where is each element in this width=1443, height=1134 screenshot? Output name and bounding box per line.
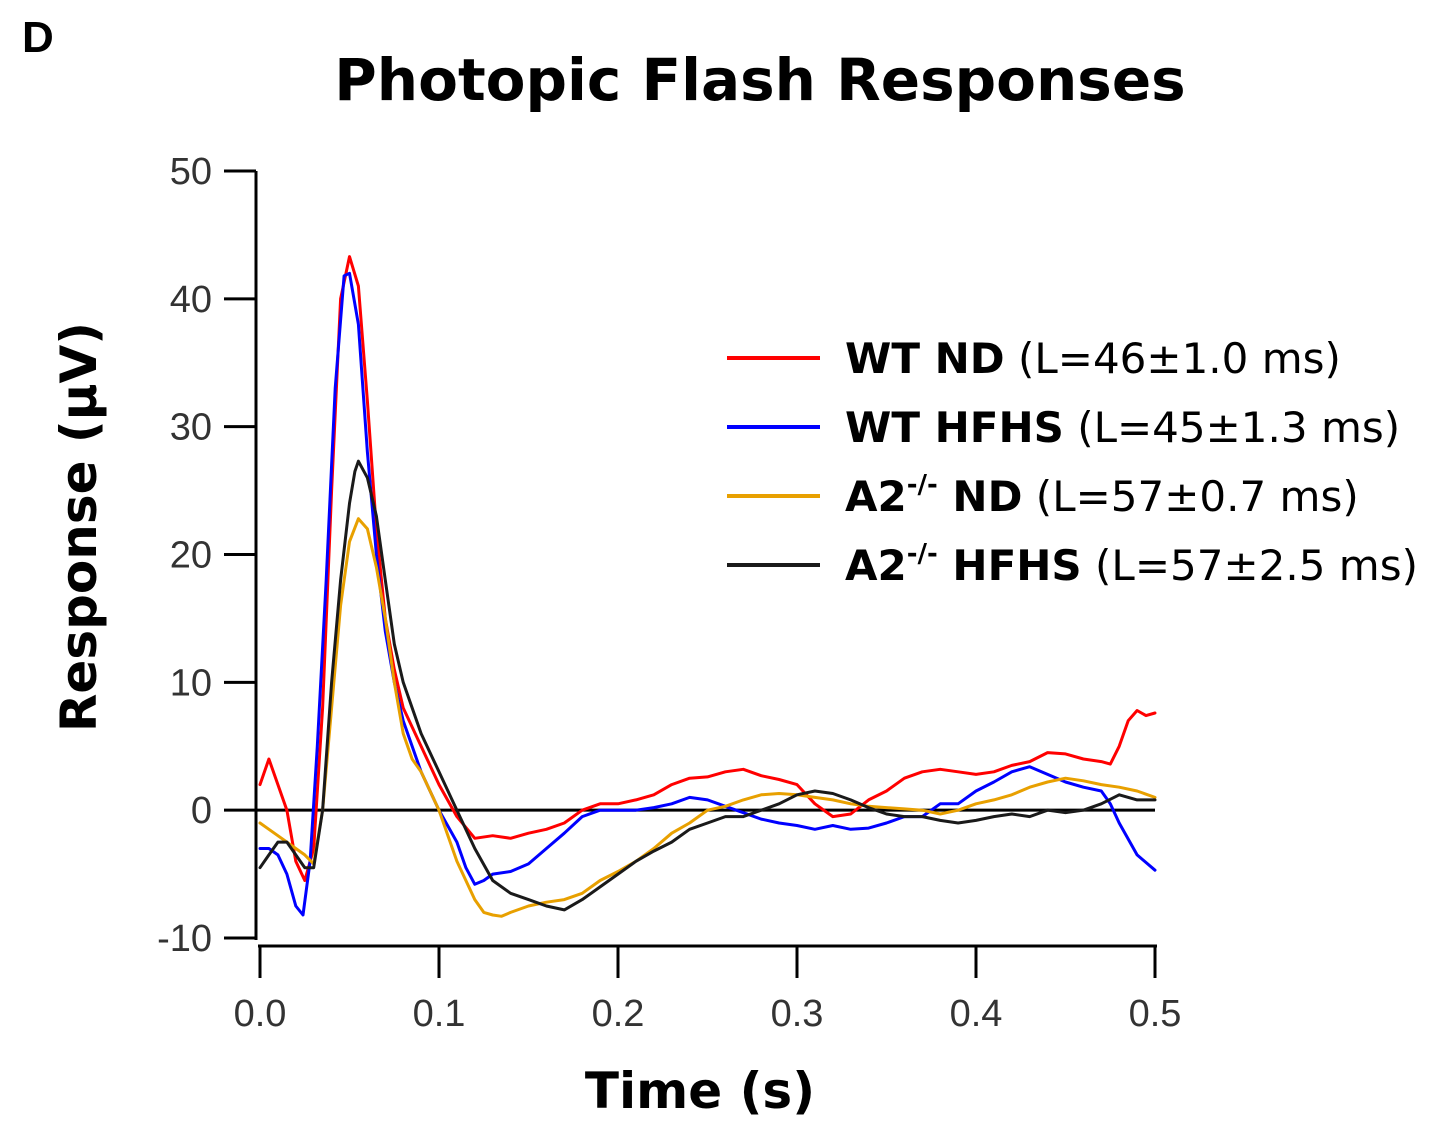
series-line-1 (258, 255, 1157, 882)
series-layer (258, 255, 1157, 918)
legend-label-3: A2-/- ND (L=57±0.7 ms) (845, 470, 1359, 521)
series-line-4 (258, 459, 1157, 912)
legend-label-1: WT ND (L=46±1.0 ms) (845, 334, 1341, 383)
x-tick-label: 0.0 (234, 993, 287, 1035)
legend: WT ND (L=46±1.0 ms) WT HFHS (L=45±1.3 ms)… (727, 334, 1418, 590)
y-tick-label: -10 (157, 918, 212, 960)
y-axis-label: Response (µV) (50, 322, 108, 732)
x-tick-label: 0.2 (592, 993, 645, 1035)
x-tick-label: 0.4 (950, 993, 1003, 1035)
legend-label-4: A2-/- HFHS (L=57±2.5 ms) (845, 539, 1418, 590)
y-tick-label: 10 (170, 662, 212, 704)
y-tick-label: 0 (191, 790, 212, 832)
series-line-3 (258, 517, 1157, 918)
y-tick-label: 20 (170, 535, 212, 577)
panel-letter: D (22, 13, 54, 62)
y-tick-label: 40 (170, 279, 212, 321)
x-tick-label: 0.1 (413, 993, 466, 1035)
x-axis-label: Time (s) (585, 1062, 815, 1120)
series-line-2 (258, 271, 1157, 917)
legend-label-2: WT HFHS (L=45±1.3 ms) (845, 403, 1400, 452)
y-tick-label: 50 (170, 151, 212, 193)
x-tick-label: 0.3 (771, 993, 824, 1035)
y-tick-label: 30 (170, 407, 212, 449)
x-tick-label: 0.5 (1129, 993, 1182, 1035)
axes: -10 0 10 20 30 40 50 0.0 0.1 0.2 0.3 0.4 0.5 (157, 151, 1181, 1035)
chart-title: Photopic Flash Responses (334, 46, 1185, 114)
